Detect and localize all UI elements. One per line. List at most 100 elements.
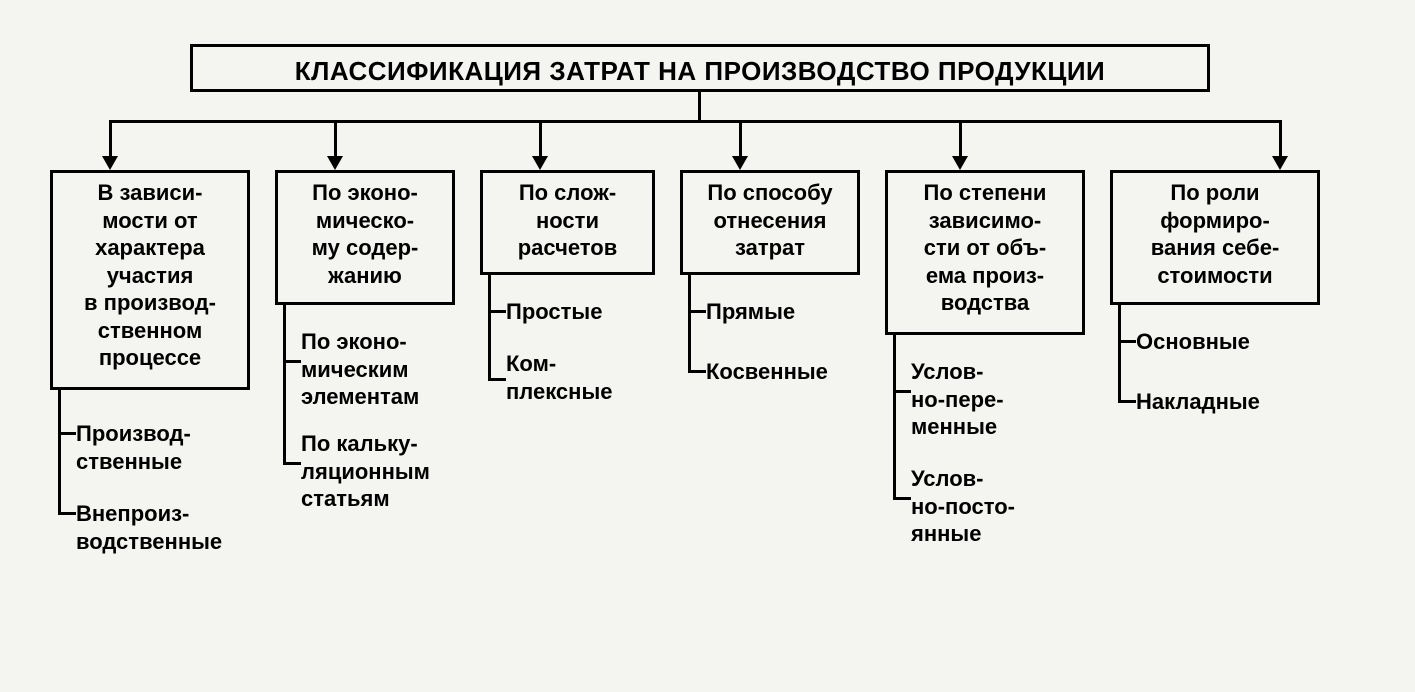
category-box-c2: По эконо-мическо-му содер-жанию <box>275 170 455 305</box>
category-label-line: му содер- <box>286 234 444 262</box>
category-box-c4: По способуотнесениязатрат <box>680 170 860 275</box>
item-line: Простые <box>506 298 602 326</box>
item-tick-c5-1 <box>893 497 911 500</box>
arrow-head-c4 <box>732 156 748 170</box>
category-box-c1: В зависи-мости отхарактераучастияв произ… <box>50 170 250 390</box>
item-line: Производ- <box>76 420 191 448</box>
item-spine-c4 <box>688 275 691 373</box>
item-line: но-пере- <box>911 386 1004 414</box>
classification-diagram: КЛАССИФИКАЦИЯ ЗАТРАТ НА ПРОИЗВОДСТВО ПРО… <box>20 20 1395 670</box>
category-label-line: По способу <box>691 179 849 207</box>
category-box-c3: По слож-ностирасчетов <box>480 170 655 275</box>
category-label-line: В зависи- <box>61 179 239 207</box>
item-tick-c2-0 <box>283 360 301 363</box>
category-label-line: затрат <box>691 234 849 262</box>
item-line: янные <box>911 520 1015 548</box>
item-line: Косвенные <box>706 358 828 386</box>
arrow-stem-c2 <box>334 120 337 160</box>
item-spine-c1 <box>58 390 61 515</box>
category-label-line: По эконо- <box>286 179 444 207</box>
connector-hline <box>110 120 1280 123</box>
item-spine-c6 <box>1118 305 1121 403</box>
category-label-line: расчетов <box>491 234 644 262</box>
item-line: ляционным <box>301 458 430 486</box>
item-c3-1: Ком-плексные <box>506 350 612 405</box>
item-line: Прямые <box>706 298 795 326</box>
item-spine-c3 <box>488 275 491 381</box>
category-label-line: стоимости <box>1121 262 1309 290</box>
item-line: ственные <box>76 448 191 476</box>
category-label-line: мическо- <box>286 207 444 235</box>
arrow-head-c6 <box>1272 156 1288 170</box>
item-line: элементам <box>301 383 419 411</box>
category-label-line: отнесения <box>691 207 849 235</box>
item-line: водственные <box>76 528 222 556</box>
item-c6-0: Основные <box>1136 328 1250 356</box>
item-line: По эконо- <box>301 328 419 356</box>
item-spine-c2 <box>283 305 286 465</box>
arrow-stem-c3 <box>539 120 542 160</box>
category-label-line: формиро- <box>1121 207 1309 235</box>
category-label-line: участия <box>61 262 239 290</box>
item-tick-c3-1 <box>488 378 506 381</box>
category-label-line: ственном <box>61 317 239 345</box>
category-label-line: водства <box>896 289 1074 317</box>
item-tick-c4-0 <box>688 310 706 313</box>
category-label-line: в производ- <box>61 289 239 317</box>
arrow-stem-c6 <box>1279 120 1282 160</box>
item-line: Ком- <box>506 350 612 378</box>
arrow-head-c3 <box>532 156 548 170</box>
category-label-line: По степени <box>896 179 1074 207</box>
item-line: Основные <box>1136 328 1250 356</box>
item-tick-c6-0 <box>1118 340 1136 343</box>
category-label-line: процессе <box>61 344 239 372</box>
item-line: Услов- <box>911 465 1015 493</box>
category-label-line: По роли <box>1121 179 1309 207</box>
item-spine-c5 <box>893 335 896 500</box>
item-tick-c4-1 <box>688 370 706 373</box>
item-line: Накладные <box>1136 388 1260 416</box>
title-stem <box>698 92 701 122</box>
category-label-line: характера <box>61 234 239 262</box>
category-box-c6: По ролиформиро-вания себе-стоимости <box>1110 170 1320 305</box>
category-label-line: зависимо- <box>896 207 1074 235</box>
item-tick-c5-0 <box>893 390 911 393</box>
item-c6-1: Накладные <box>1136 388 1260 416</box>
category-label-line: жанию <box>286 262 444 290</box>
arrow-stem-c1 <box>109 120 112 160</box>
item-c2-0: По эконо-мическимэлементам <box>301 328 419 411</box>
arrow-head-c5 <box>952 156 968 170</box>
item-tick-c1-1 <box>58 512 76 515</box>
item-c3-0: Простые <box>506 298 602 326</box>
category-label-line: ности <box>491 207 644 235</box>
item-line: статьям <box>301 485 430 513</box>
category-label-line: вания себе- <box>1121 234 1309 262</box>
arrow-head-c2 <box>327 156 343 170</box>
item-c4-0: Прямые <box>706 298 795 326</box>
item-c1-0: Производ-ственные <box>76 420 191 475</box>
item-tick-c1-0 <box>58 432 76 435</box>
category-label-line: ема произ- <box>896 262 1074 290</box>
item-tick-c2-1 <box>283 462 301 465</box>
item-c5-0: Услов-но-пере-менные <box>911 358 1004 441</box>
arrow-stem-c4 <box>739 120 742 160</box>
category-label-line: сти от объ- <box>896 234 1074 262</box>
arrow-head-c1 <box>102 156 118 170</box>
item-tick-c3-0 <box>488 310 506 313</box>
item-line: мическим <box>301 356 419 384</box>
item-line: Услов- <box>911 358 1004 386</box>
arrow-stem-c5 <box>959 120 962 160</box>
item-c5-1: Услов-но-посто-янные <box>911 465 1015 548</box>
item-line: менные <box>911 413 1004 441</box>
item-c1-1: Внепроиз-водственные <box>76 500 222 555</box>
item-line: По кальку- <box>301 430 430 458</box>
title-box: КЛАССИФИКАЦИЯ ЗАТРАТ НА ПРОИЗВОДСТВО ПРО… <box>190 44 1210 92</box>
item-c2-1: По кальку-ляционнымстатьям <box>301 430 430 513</box>
item-line: но-посто- <box>911 493 1015 521</box>
category-box-c5: По степенизависимо-сти от объ-ема произ-… <box>885 170 1085 335</box>
item-tick-c6-1 <box>1118 400 1136 403</box>
item-c4-1: Косвенные <box>706 358 828 386</box>
item-line: плексные <box>506 378 612 406</box>
category-label-line: По слож- <box>491 179 644 207</box>
category-label-line: мости от <box>61 207 239 235</box>
